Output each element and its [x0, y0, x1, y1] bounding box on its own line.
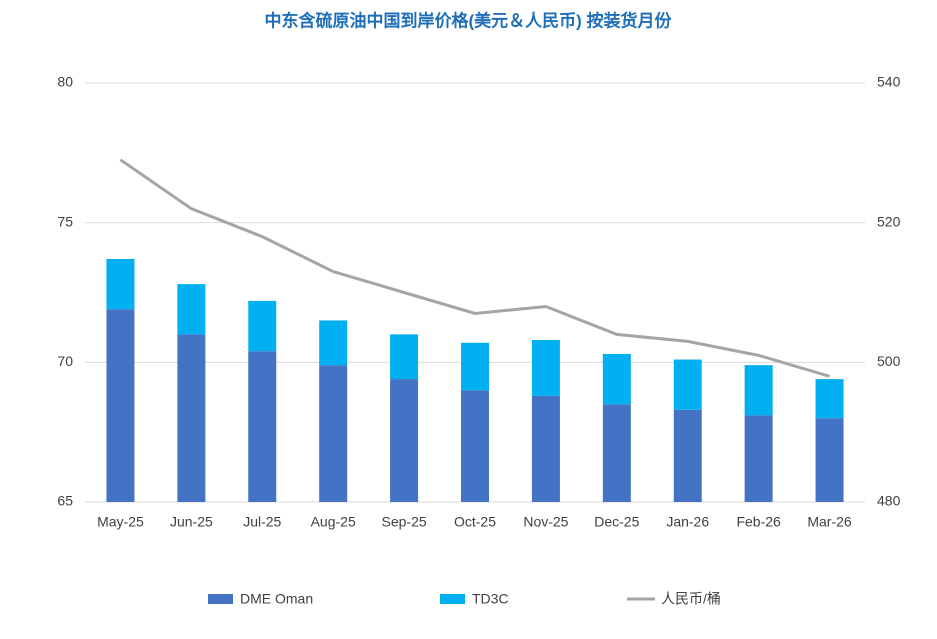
- line-series: [119, 158, 830, 378]
- x-tick-label: Sep-25: [382, 514, 427, 530]
- bar: [815, 379, 844, 419]
- x-tick-label: Feb-26: [736, 514, 781, 530]
- y-tick-label: 75: [57, 213, 73, 229]
- y2-tick-label: 540: [877, 74, 901, 90]
- bar: [744, 365, 773, 416]
- bar: [602, 404, 631, 502]
- legend-label: DME Oman: [240, 591, 313, 607]
- x-tick-label: Jul-25: [243, 514, 281, 530]
- bar: [461, 390, 489, 502]
- bar: [673, 409, 702, 502]
- bar: [319, 320, 348, 366]
- y2-tick-label: 520: [877, 213, 901, 229]
- bar: [461, 342, 489, 391]
- bar: [673, 359, 702, 410]
- legend-label: 人民币/桶: [661, 591, 721, 607]
- bar: [106, 258, 135, 310]
- x-tick-label: Nov-25: [523, 514, 568, 530]
- x-tick-label: May-25: [97, 514, 144, 530]
- legend-swatch: [208, 594, 233, 604]
- x-tick-label: Oct-25: [454, 514, 496, 530]
- bar: [319, 365, 348, 502]
- chart-title: 中东含硫原油中国到岸价格(美元＆人民币) 按装货月份: [264, 10, 672, 30]
- bar: [390, 379, 419, 502]
- bar: [177, 334, 206, 502]
- legend-label: TD3C: [472, 591, 509, 607]
- y-tick-label: 80: [57, 74, 73, 90]
- bar: [602, 353, 631, 405]
- x-tick-label: Jan-26: [666, 514, 709, 530]
- y2-tick-label: 480: [877, 493, 901, 509]
- x-tick-label: Jun-25: [170, 514, 213, 530]
- legend-swatch: [440, 594, 465, 604]
- x-tick-label: Dec-25: [594, 514, 639, 530]
- x-tick-label: Mar-26: [807, 514, 852, 530]
- bar: [531, 395, 560, 502]
- x-tick-label: Aug-25: [311, 514, 356, 530]
- y2-tick-label: 500: [877, 353, 901, 369]
- bar: [248, 351, 277, 502]
- bar: [177, 284, 206, 335]
- bar: [106, 309, 135, 502]
- bar: [531, 339, 560, 396]
- bar: [744, 415, 773, 502]
- y-tick-label: 65: [57, 493, 73, 509]
- y-tick-label: 70: [57, 353, 73, 369]
- bar: [248, 300, 277, 352]
- bar: [390, 334, 419, 380]
- bar: [815, 418, 844, 502]
